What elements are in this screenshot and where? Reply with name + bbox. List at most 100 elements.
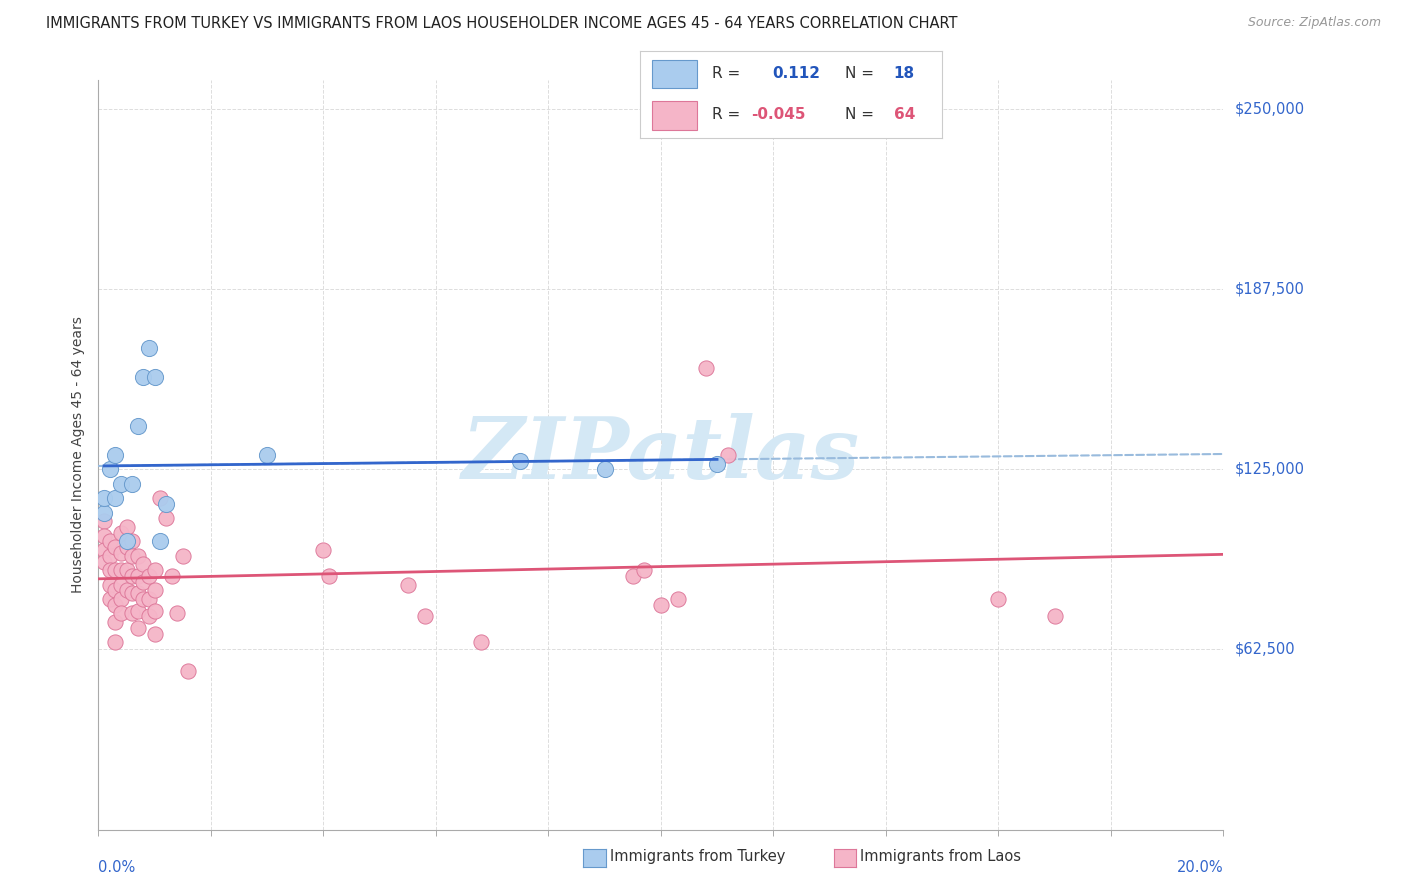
Point (104, 635, 127, 649)
Point (127, 603, 149, 617)
Point (155, 511, 177, 525)
Point (177, 664, 200, 678)
Point (93, 506, 115, 520)
Point (110, 577, 132, 591)
Point (110, 546, 132, 560)
Point (104, 563, 127, 577)
Point (121, 586, 143, 600)
Text: Immigrants from Laos: Immigrants from Laos (860, 849, 1022, 863)
Text: N =: N = (845, 66, 875, 81)
Point (149, 491, 172, 505)
FancyBboxPatch shape (652, 60, 697, 88)
Point (312, 543, 335, 558)
Point (132, 370, 155, 384)
Point (695, 361, 717, 376)
Point (93, 514, 115, 528)
Text: R =: R = (713, 107, 741, 122)
Text: Source: ZipAtlas.com: Source: ZipAtlas.com (1247, 16, 1381, 29)
Point (650, 598, 672, 612)
Point (132, 592, 155, 607)
Point (110, 592, 132, 607)
Point (115, 563, 138, 577)
Point (110, 525, 132, 540)
Point (121, 476, 143, 491)
Point (149, 534, 172, 549)
Point (98, 462, 121, 476)
Point (1043, 609, 1066, 624)
Point (104, 448, 127, 462)
Text: R =: R = (713, 66, 741, 81)
Point (132, 574, 155, 589)
Point (127, 621, 149, 635)
Point (110, 476, 132, 491)
Text: 20.0%: 20.0% (1177, 860, 1223, 875)
Point (318, 569, 340, 583)
Text: $187,500: $187,500 (1234, 282, 1305, 297)
Point (93, 528, 115, 542)
Point (509, 453, 531, 467)
Point (127, 586, 149, 600)
Text: -0.045: -0.045 (752, 107, 806, 122)
Point (143, 370, 166, 384)
Point (593, 462, 616, 476)
Text: ZIPatlas: ZIPatlas (461, 413, 860, 497)
Point (98, 577, 121, 591)
Text: 18: 18 (894, 66, 915, 81)
Point (104, 491, 127, 505)
Text: N =: N = (845, 107, 875, 122)
Point (104, 540, 127, 554)
Point (115, 540, 138, 554)
Point (127, 569, 149, 583)
Text: $125,000: $125,000 (1234, 462, 1305, 477)
Point (110, 563, 132, 577)
Text: $62,500: $62,500 (1234, 642, 1295, 657)
Point (121, 534, 143, 549)
Point (138, 569, 160, 583)
Point (115, 520, 138, 534)
Point (256, 448, 278, 462)
Point (143, 626, 166, 640)
Point (987, 592, 1010, 607)
Point (138, 341, 160, 355)
Text: 64: 64 (894, 107, 915, 122)
Text: $250,000: $250,000 (1234, 102, 1305, 117)
Point (121, 607, 143, 621)
Point (115, 534, 138, 549)
FancyBboxPatch shape (652, 101, 697, 129)
Text: Immigrants from Turkey: Immigrants from Turkey (610, 849, 786, 863)
Y-axis label: Householder Income Ages 45 - 64 years: Householder Income Ages 45 - 64 years (72, 317, 86, 593)
Point (104, 583, 127, 598)
Point (127, 419, 149, 434)
Point (98, 563, 121, 577)
Point (413, 609, 436, 624)
Point (717, 448, 740, 462)
Point (166, 607, 188, 621)
Point (98, 534, 121, 549)
Point (93, 543, 115, 558)
Point (115, 583, 138, 598)
Point (98, 592, 121, 607)
Point (160, 569, 183, 583)
Point (93, 491, 115, 505)
Point (172, 549, 194, 563)
Point (396, 577, 419, 591)
Point (621, 569, 644, 583)
Point (132, 558, 155, 572)
Point (138, 592, 160, 607)
Point (98, 549, 121, 563)
Point (104, 598, 127, 612)
Point (470, 635, 492, 649)
Point (127, 549, 149, 563)
Point (143, 603, 166, 617)
Text: IMMIGRANTS FROM TURKEY VS IMMIGRANTS FROM LAOS HOUSEHOLDER INCOME AGES 45 - 64 Y: IMMIGRANTS FROM TURKEY VS IMMIGRANTS FRO… (46, 16, 957, 31)
Text: 0.112: 0.112 (773, 66, 821, 81)
Point (666, 592, 689, 607)
Point (104, 615, 127, 629)
Point (93, 555, 115, 569)
Point (143, 583, 166, 598)
Text: 0.0%: 0.0% (98, 860, 135, 875)
Point (155, 497, 177, 511)
Point (110, 607, 132, 621)
Point (706, 457, 728, 471)
Point (138, 609, 160, 624)
